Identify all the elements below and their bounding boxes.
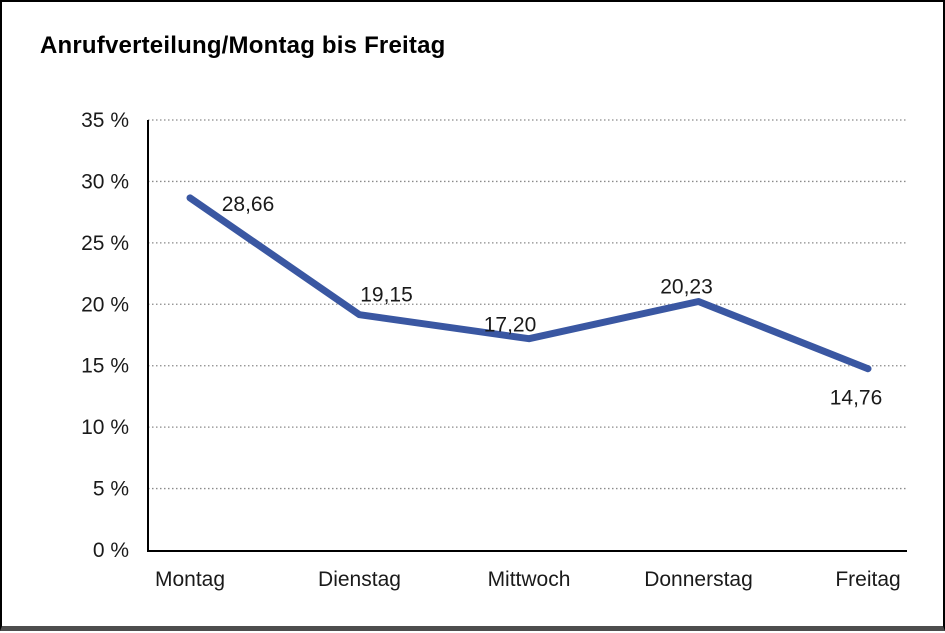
x-axis-tick-label: Freitag <box>835 568 900 591</box>
chart-title: Anrufverteilung/Montag bis Freitag <box>40 32 446 59</box>
y-axis-tick-label: 25 % <box>81 232 129 255</box>
x-axis-tick-label: Dienstag <box>318 568 401 591</box>
data-label: 20,23 <box>660 275 713 298</box>
y-axis-tick-label: 30 % <box>81 170 129 193</box>
data-label: 17,20 <box>484 314 537 337</box>
data-label: 19,15 <box>360 284 413 307</box>
x-axis-tick-label: Mittwoch <box>488 568 571 591</box>
y-axis-tick-label: 5 % <box>93 478 129 501</box>
x-axis-tick-label: Donnerstag <box>644 568 753 591</box>
y-axis-tick-label: 10 % <box>81 416 129 439</box>
y-axis-tick-label: 0 % <box>93 539 129 562</box>
y-axis-tick-label: 35 % <box>81 109 129 132</box>
data-label: 14,76 <box>830 387 883 410</box>
x-axis-tick-label: Montag <box>155 568 225 591</box>
y-axis-tick-label: 15 % <box>81 355 129 378</box>
series-line <box>186 194 872 373</box>
data-label: 28,66 <box>222 193 275 216</box>
y-axis-tick-label: 20 % <box>81 293 129 316</box>
